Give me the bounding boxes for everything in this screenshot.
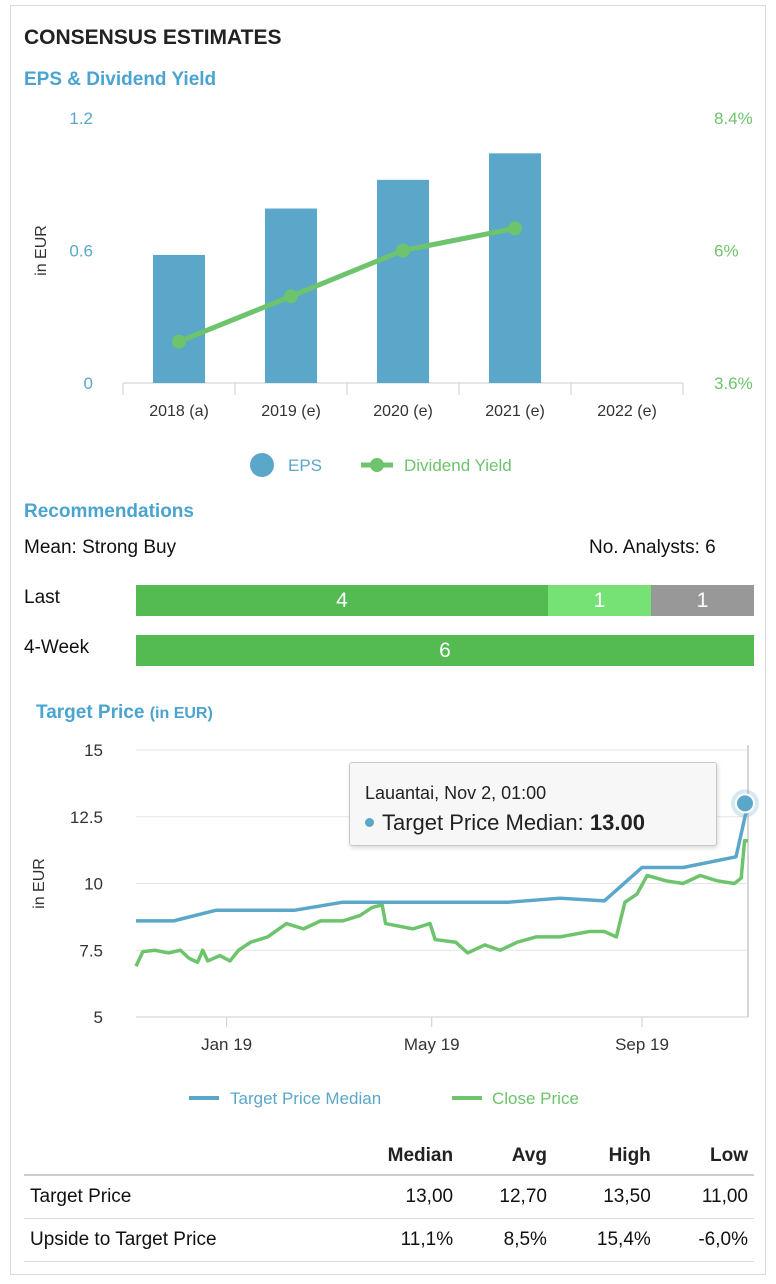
y-axis-label: in EUR	[31, 858, 48, 909]
x-axis-tick-label: 2022 (e)	[597, 403, 657, 420]
target-price-title: Target Price (in EUR)	[36, 702, 213, 724]
panel-title: CONSENSUS ESTIMATES	[24, 26, 282, 49]
y-axis-label: in EUR	[33, 225, 50, 276]
legend-yield-label: Dividend Yield	[404, 456, 512, 475]
tooltip-value-line: Target Price Median: 13.00	[365, 810, 645, 836]
table-header-median: Median	[337, 1138, 460, 1176]
dividend-yield-point	[172, 334, 186, 349]
y-axis-tick-label: 0	[84, 374, 93, 393]
rec-segment: 1	[651, 585, 754, 616]
legend-yield-marker	[370, 458, 384, 472]
close-price-line	[134, 839, 748, 968]
y2-axis-tick-label: 8.4%	[714, 109, 753, 128]
x-axis-tick-label: 2020 (e)	[373, 403, 433, 420]
cell-low: -6,0%	[656, 1218, 754, 1262]
consensus-panel	[10, 5, 766, 1275]
tooltip-series-label: Target Price Median:	[382, 810, 590, 835]
row-label-target-price: Target Price	[24, 1175, 338, 1219]
dividend-yield-point	[508, 221, 522, 236]
cell-high: 15,4%	[552, 1218, 657, 1262]
eps-dividend-chart: 0 0.6 1.2 3.6% 6% 8.4% in EUR 2018 (a) 2019 (e) 2…	[33, 109, 753, 477]
dividend-yield-point	[396, 243, 410, 258]
x-axis-tick-label: 2018 (a)	[149, 403, 209, 420]
y-axis-tick-label: 5	[94, 1008, 103, 1027]
row-label-upside: Upside to Target Price	[24, 1218, 338, 1262]
cell-low: 11,00	[656, 1175, 754, 1219]
y-axis-tick-label: 1.2	[69, 109, 93, 128]
rec-row-label-4week: 4-Week	[24, 637, 90, 658]
rec-segment: 6	[136, 635, 754, 666]
rec-row-label-last: Last	[24, 587, 60, 608]
x-axis-tick-label: Sep 19	[615, 1035, 669, 1054]
table-header-low: Low	[656, 1138, 754, 1176]
rec-segment: 1	[548, 585, 651, 616]
eps-section-title: EPS & Dividend Yield	[24, 69, 217, 90]
tooltip-date: Lauantai, Nov 2, 01:00	[365, 783, 547, 803]
legend-close-label: Close Price	[492, 1089, 579, 1108]
legend-eps-marker	[250, 453, 274, 477]
x-axis-tick-label: 2019 (e)	[261, 403, 321, 420]
legend-eps-label: EPS	[288, 456, 322, 475]
legend-median-label: Target Price Median	[230, 1089, 381, 1108]
table-row: Upside to Target Price 11,1% 8,5% 15,4% …	[24, 1218, 754, 1262]
x-axis-tick-label: Jan 19	[201, 1035, 252, 1054]
tooltip-series-dot	[365, 817, 374, 827]
table-row: Target Price 13,00 12,70 13,50 11,00	[24, 1175, 754, 1219]
cell-median: 13,00	[337, 1175, 460, 1219]
table-header-avg: Avg	[459, 1138, 553, 1176]
target-price-table: Median Avg High Low Target Price 13,00 1…	[24, 1138, 754, 1262]
y2-axis-tick-label: 6%	[714, 242, 739, 261]
table-header-high: High	[552, 1138, 657, 1176]
eps-bar	[489, 153, 541, 383]
rec-bar-4week: 6	[136, 635, 754, 666]
y2-axis-tick-label: 3.6%	[714, 374, 753, 393]
x-axis-tick-label: May 19	[404, 1035, 460, 1054]
y-axis-tick-label: 10	[84, 875, 103, 894]
y-axis-tick-label: 15	[84, 741, 103, 760]
cell-avg: 12,70	[459, 1175, 553, 1219]
y-axis-tick-label: 12.5	[70, 808, 103, 827]
target-price-chart: 5 7.5 10 12.5 15 Jan 19 May 19 Sep 19 in EUR Targ…	[31, 741, 759, 1108]
eps-bar	[377, 179, 429, 383]
hover-point	[735, 793, 755, 814]
chart-tooltip: Lauantai, Nov 2, 01:00 Target Price Medi…	[349, 762, 717, 846]
x-axis-tick-label: 2021 (e)	[485, 403, 545, 420]
recommendations-title: Recommendations	[24, 501, 194, 522]
tooltip-value: 13.00	[589, 810, 645, 835]
target-median-line	[136, 803, 750, 923]
target-price-title-text: Target Price	[36, 702, 145, 723]
dividend-yield-point	[284, 289, 298, 304]
y-axis-tick-label: 7.5	[79, 941, 103, 960]
cell-median: 11,1%	[337, 1218, 460, 1262]
cell-high: 13,50	[552, 1175, 657, 1219]
target-price-unit: (in EUR)	[149, 705, 213, 722]
dividend-yield-line	[176, 225, 518, 345]
analyst-count: No. Analysts: 6	[589, 537, 716, 558]
mean-recommendation: Mean: Strong Buy	[24, 537, 177, 558]
y-axis-tick-label: 0.6	[69, 242, 93, 261]
rec-segment: 4	[136, 585, 548, 616]
table-header-blank	[24, 1138, 338, 1176]
cell-avg: 8,5%	[459, 1218, 553, 1262]
eps-bar	[153, 254, 205, 383]
table-header-row: Median Avg High Low	[24, 1138, 754, 1176]
